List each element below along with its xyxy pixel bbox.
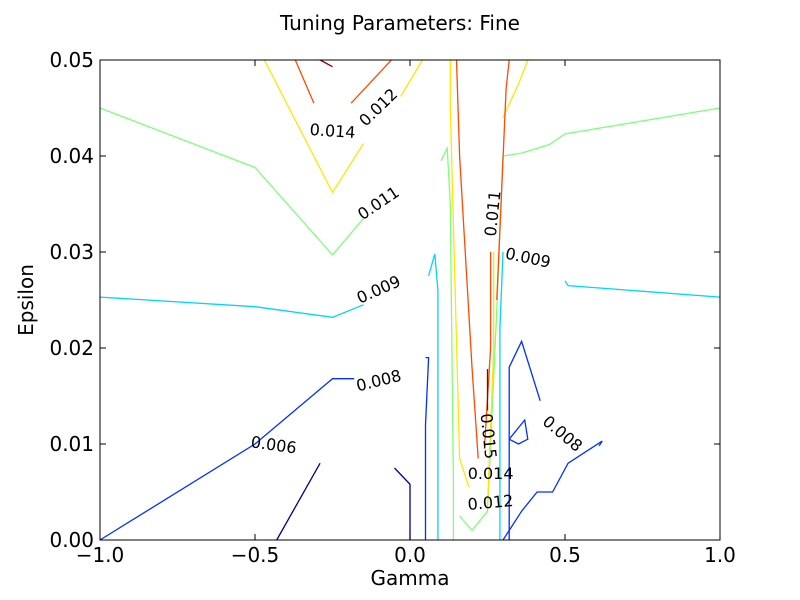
contour-label: 0.008	[539, 412, 586, 456]
contour-line-0.014	[496, 59, 510, 301]
chart-title: Tuning Parameters: Fine	[279, 11, 520, 35]
contour-label: 0.012	[467, 491, 514, 514]
x-tick-label: −0.5	[231, 543, 280, 567]
contour-line-0.009	[564, 280, 721, 298]
contour-line-0.009	[499, 251, 504, 540]
axis-ticks: −1.0 −0.5 0.0 0.5 1.0 0.00 0.01 0.02 0.03 0.04 0.0…	[49, 48, 735, 567]
contour-line-0.012	[502, 59, 529, 118]
contour-line-0.008	[508, 418, 529, 445]
y-tick-label: 0.00	[49, 528, 94, 552]
contour-line-0.012	[449, 60, 470, 488]
contour-line-0.006	[394, 467, 411, 540]
contour-label: 0.011	[354, 182, 403, 223]
y-axis-label: Epsilon	[14, 264, 38, 336]
contour-line-0.012	[263, 59, 365, 194]
contour-line-0.014	[294, 59, 315, 104]
contour-line-0.008	[99, 378, 355, 541]
contour-label: 0.014	[309, 120, 356, 142]
contour-label: 0.008	[354, 366, 403, 396]
contour-line-0.008	[508, 339, 541, 540]
contour-lines	[99, 59, 721, 541]
contour-line-0.012	[400, 59, 423, 97]
contour-line-0.014	[455, 59, 479, 459]
y-tick-label: 0.01	[49, 432, 94, 456]
y-tick-label: 0.03	[49, 240, 94, 264]
y-tick-label: 0.05	[49, 48, 94, 72]
contour-line-0.015	[319, 59, 333, 68]
x-tick-label: 0.0	[394, 543, 426, 567]
contour-line-0.014	[350, 59, 392, 104]
contour-line-0.012	[486, 252, 495, 507]
contour-line-0.008	[502, 440, 603, 541]
contour-label: 0.009	[354, 271, 404, 307]
contour-line-0.014	[483, 252, 492, 449]
contour-label: 0.006	[250, 432, 298, 457]
y-tick-label: 0.02	[49, 336, 94, 360]
contour-line-0.009	[99, 296, 364, 318]
contour-line-0.011	[99, 107, 364, 256]
contour-line-0.009	[427, 253, 439, 540]
contour-label: 0.015	[477, 412, 501, 460]
contour-label: 0.009	[504, 244, 553, 272]
contour-line-0.006	[276, 462, 321, 541]
contour-line-0.011	[440, 145, 455, 540]
contour-label: 0.014	[468, 464, 514, 483]
x-tick-label: 1.0	[704, 543, 736, 567]
x-tick-label: 0.5	[549, 543, 581, 567]
y-tick-label: 0.04	[49, 144, 94, 168]
contour-label: 0.011	[481, 190, 505, 238]
plot-frame	[99, 59, 721, 541]
x-axis-label: Gamma	[371, 566, 450, 590]
contour-line-0.008	[424, 356, 430, 540]
x-tick-label: −1.0	[76, 543, 125, 567]
